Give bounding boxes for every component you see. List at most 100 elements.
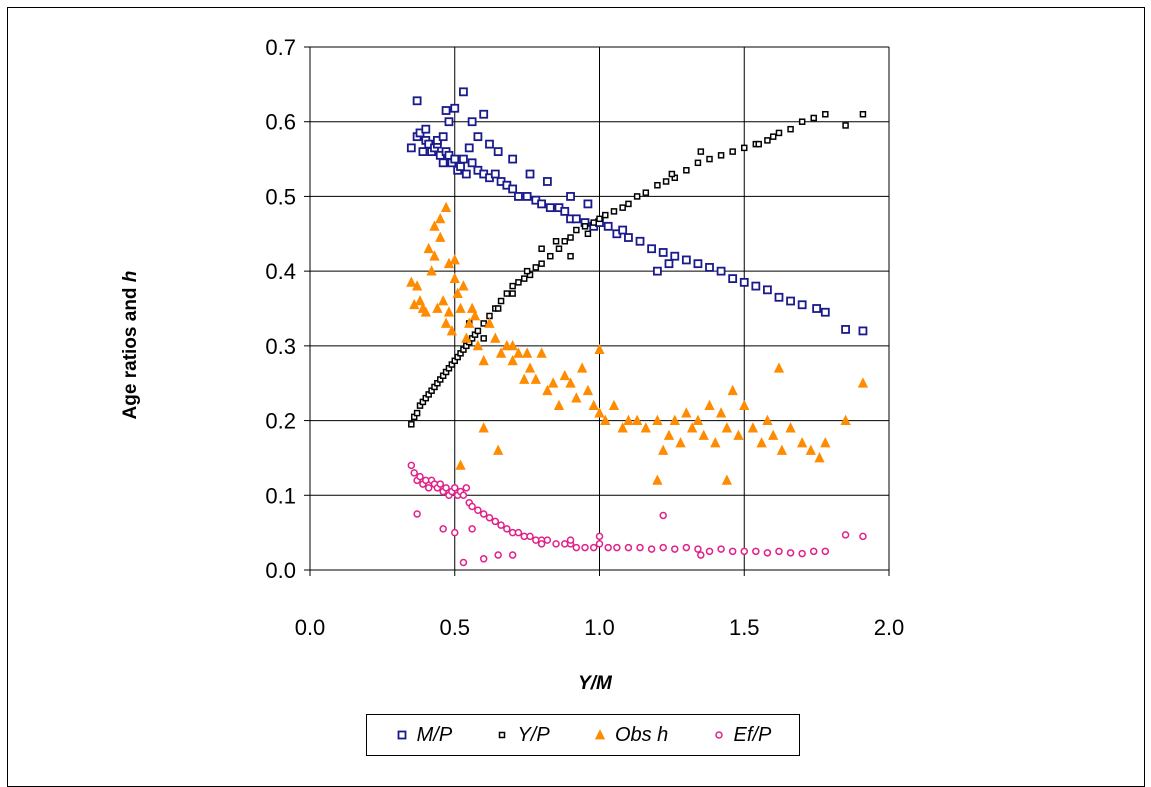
data-point: [797, 300, 807, 310]
data-point: [775, 129, 783, 137]
x-tick-label: 0.5: [439, 615, 470, 640]
data-point: [762, 414, 773, 425]
data-point: [647, 244, 657, 254]
data-point: [769, 133, 777, 140]
data-point: [509, 290, 516, 297]
data-point: [432, 302, 443, 313]
data-point: [479, 109, 489, 119]
data-point: [490, 332, 501, 343]
data-point: [787, 125, 794, 133]
data-point: [773, 362, 785, 373]
data-point: [610, 208, 618, 215]
data-point: [459, 558, 468, 567]
data-point: [859, 110, 867, 118]
data-point: [451, 484, 459, 492]
legend-item: Ef/P: [712, 723, 772, 747]
data-point: [810, 114, 817, 122]
data-point: [786, 296, 795, 306]
data-point: [774, 292, 784, 302]
data-point: [859, 532, 867, 541]
data-point: [532, 264, 540, 271]
data-point: [495, 347, 507, 358]
data-point: [525, 169, 535, 179]
x-tick-label: 2.0: [874, 615, 905, 640]
data-point: [715, 407, 727, 418]
data-point: [411, 280, 423, 291]
data-point: [543, 536, 552, 544]
data-point: [659, 543, 667, 552]
data-point: [706, 155, 713, 163]
data-point: [416, 472, 424, 481]
data-point: [805, 444, 816, 455]
data-point: [668, 170, 676, 178]
data-point: [459, 154, 468, 164]
x-tick-label: 1.5: [729, 615, 760, 640]
data-point: [459, 491, 468, 500]
data-point: [842, 122, 849, 129]
data-point: [602, 211, 609, 219]
data-point: [406, 276, 417, 287]
data-point: [681, 255, 691, 265]
data-point: [464, 317, 475, 328]
data-point: [840, 414, 851, 425]
data-point: [681, 407, 692, 418]
data-point: [576, 362, 588, 373]
data-point: [538, 260, 545, 267]
data-point: [658, 248, 668, 257]
data-point: [588, 399, 599, 411]
data-point: [497, 521, 505, 529]
data-point: [440, 317, 452, 328]
data-point: [456, 162, 465, 171]
series-layer: [406, 87, 869, 567]
legend-label: Ef/P: [733, 723, 772, 746]
data-point: [663, 429, 675, 440]
data-point: [717, 545, 725, 553]
data-point: [595, 540, 604, 548]
data-point: [567, 252, 574, 260]
data-point: [442, 484, 450, 492]
data-point: [514, 528, 523, 537]
data-point: [467, 158, 477, 168]
data-point: [464, 143, 474, 153]
data-point: [705, 263, 714, 272]
data-point: [515, 279, 522, 286]
data-point: [566, 536, 575, 544]
x-tick-label: 0.0: [295, 615, 326, 640]
data-point: [755, 140, 762, 148]
data-point: [473, 132, 483, 142]
legend-item: M/P: [395, 723, 453, 747]
data-point: [468, 502, 476, 511]
y-tick-label: 0.6: [265, 110, 296, 135]
data-point: [775, 547, 783, 556]
data-point: [633, 193, 641, 200]
data-point: [429, 220, 440, 231]
data-point: [485, 513, 494, 522]
data-point: [739, 277, 749, 287]
data-point: [671, 545, 679, 553]
data-point: [555, 245, 563, 252]
data-point: [664, 259, 674, 269]
data-point: [494, 305, 502, 312]
data-point: [493, 147, 503, 157]
axes: [304, 46, 890, 576]
data-point: [608, 399, 620, 411]
data-point: [537, 199, 546, 209]
data-point: [604, 543, 612, 552]
data-point: [635, 236, 645, 246]
data-point: [652, 474, 663, 485]
data-point: [776, 444, 788, 455]
data-point: [443, 257, 455, 269]
x-axis-title: Y/M: [578, 673, 613, 694]
data-point: [613, 543, 621, 552]
data-point: [572, 543, 581, 552]
data-point: [480, 320, 487, 327]
data-point: [704, 399, 715, 411]
data-point: [474, 327, 482, 335]
legend-label: M/P: [416, 723, 453, 746]
data-point: [461, 169, 471, 179]
data-point: [444, 117, 454, 127]
legend-label: Y/P: [517, 723, 550, 746]
data-point: [450, 154, 460, 164]
data-point: [682, 543, 691, 552]
data-point: [478, 422, 489, 433]
